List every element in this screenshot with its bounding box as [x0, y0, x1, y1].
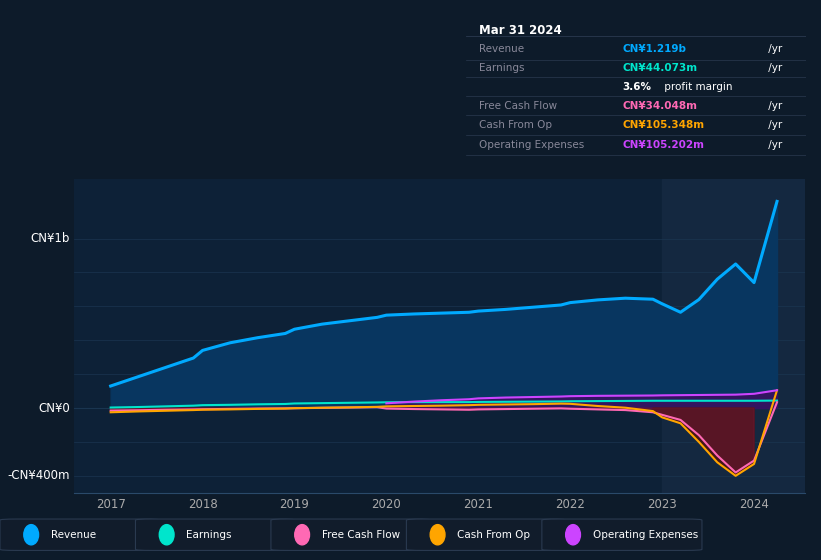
FancyBboxPatch shape — [0, 519, 160, 550]
Text: CN¥44.073m: CN¥44.073m — [622, 63, 697, 73]
Text: /yr: /yr — [765, 120, 782, 130]
Ellipse shape — [295, 525, 310, 545]
Text: /yr: /yr — [765, 101, 782, 111]
Text: CN¥105.348m: CN¥105.348m — [622, 120, 704, 130]
Text: Cash From Op: Cash From Op — [479, 120, 553, 130]
Text: Revenue: Revenue — [51, 530, 96, 540]
Text: CN¥34.048m: CN¥34.048m — [622, 101, 697, 111]
Bar — [662, 179, 805, 493]
Text: Earnings: Earnings — [186, 530, 232, 540]
Text: Earnings: Earnings — [479, 63, 525, 73]
Ellipse shape — [566, 525, 580, 545]
Text: /yr: /yr — [765, 140, 782, 150]
FancyBboxPatch shape — [542, 519, 702, 550]
Text: CN¥0: CN¥0 — [39, 402, 71, 414]
Text: Free Cash Flow: Free Cash Flow — [479, 101, 557, 111]
Ellipse shape — [159, 525, 174, 545]
FancyBboxPatch shape — [135, 519, 296, 550]
FancyBboxPatch shape — [271, 519, 431, 550]
FancyBboxPatch shape — [406, 519, 566, 550]
Text: profit margin: profit margin — [662, 82, 733, 91]
Text: CN¥1.219b: CN¥1.219b — [622, 44, 686, 54]
Text: 3.6%: 3.6% — [622, 82, 651, 91]
Text: Cash From Op: Cash From Op — [457, 530, 530, 540]
Ellipse shape — [24, 525, 39, 545]
Text: Free Cash Flow: Free Cash Flow — [322, 530, 400, 540]
Text: /yr: /yr — [765, 44, 782, 54]
Text: /yr: /yr — [765, 63, 782, 73]
Text: Revenue: Revenue — [479, 44, 525, 54]
Text: -CN¥400m: -CN¥400m — [7, 469, 71, 482]
Text: Operating Expenses: Operating Expenses — [593, 530, 698, 540]
Text: CN¥105.202m: CN¥105.202m — [622, 140, 704, 150]
Text: Mar 31 2024: Mar 31 2024 — [479, 24, 562, 37]
Text: CN¥1b: CN¥1b — [31, 232, 71, 245]
Text: Operating Expenses: Operating Expenses — [479, 140, 585, 150]
Ellipse shape — [430, 525, 445, 545]
